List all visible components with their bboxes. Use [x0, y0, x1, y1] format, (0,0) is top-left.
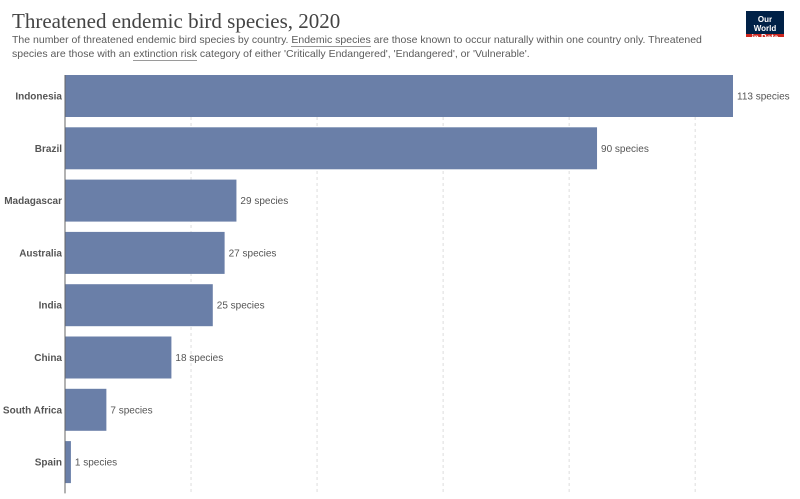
chart-subtitle: The number of threatened endemic bird sp…	[12, 33, 737, 61]
extinction-risk-link[interactable]: extinction risk	[133, 48, 198, 61]
value-label: 27 species	[229, 248, 277, 259]
logo-line-1: Our World	[753, 15, 777, 33]
owid-logo[interactable]: Our World in Data	[746, 11, 784, 42]
bar-south-africa[interactable]	[65, 388, 107, 431]
bar-australia[interactable]	[65, 231, 225, 274]
category-label: Spain	[35, 458, 62, 469]
category-label: South Africa	[3, 405, 63, 416]
category-label: Brazil	[35, 144, 62, 155]
bar-china[interactable]	[65, 336, 172, 379]
category-label: Madagascar	[4, 196, 62, 207]
category-label: Australia	[19, 248, 62, 259]
bar-brazil[interactable]	[65, 127, 598, 170]
endemic-species-link[interactable]: Endemic species	[291, 34, 371, 47]
bar-indonesia[interactable]	[65, 75, 733, 117]
bar-spain[interactable]	[65, 441, 71, 484]
category-label: India	[39, 301, 63, 312]
chart-title: Threatened endemic bird species, 2020	[12, 9, 341, 33]
subtitle-text-3: category of either 'Critically Endangere…	[197, 48, 530, 60]
logo-line-2: in Data	[751, 33, 779, 42]
value-label: 113 species	[737, 92, 790, 103]
subtitle-text-1: The number of threatened endemic bird sp…	[12, 34, 292, 46]
category-label: China	[34, 353, 62, 364]
subtitle-text-2: are those known to occur naturally withi…	[12, 34, 702, 60]
value-label: 18 species	[175, 353, 223, 364]
bar-madagascar[interactable]	[65, 179, 237, 222]
bar-india[interactable]	[65, 284, 213, 327]
value-label: 90 species	[601, 144, 649, 155]
value-label: 29 species	[240, 196, 288, 207]
category-label: Indonesia	[15, 92, 62, 103]
value-label: 25 species	[217, 301, 265, 312]
value-label: 7 species	[110, 405, 152, 416]
value-label: 1 species	[75, 458, 117, 469]
